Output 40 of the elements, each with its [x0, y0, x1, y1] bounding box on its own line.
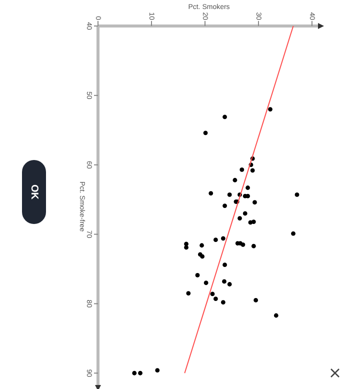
point: [232, 178, 238, 182]
point: [227, 282, 232, 286]
point: [213, 238, 218, 242]
point: [184, 242, 188, 246]
point: [291, 231, 296, 236]
point: [251, 244, 256, 248]
point: [138, 370, 142, 376]
point: [200, 243, 204, 248]
point: [294, 192, 300, 197]
point: [254, 298, 258, 302]
point: [246, 194, 250, 198]
point: [184, 245, 188, 250]
point: [238, 216, 242, 220]
point: [246, 186, 250, 190]
point: [195, 273, 200, 278]
point: [220, 236, 226, 241]
point: [252, 200, 257, 205]
point: [251, 220, 256, 224]
point: [242, 211, 248, 216]
point: [222, 262, 227, 268]
point: [210, 292, 215, 296]
point: [222, 114, 227, 120]
ok-button: OK: [22, 160, 46, 224]
point: [155, 368, 160, 373]
point: [240, 168, 244, 172]
point: [222, 204, 227, 208]
point: [250, 168, 255, 173]
point: [227, 192, 232, 197]
point: [132, 370, 137, 376]
point: [222, 279, 226, 284]
point: [203, 130, 208, 136]
point: [200, 254, 205, 259]
point: [274, 313, 278, 318]
point: [268, 107, 272, 112]
point: [186, 291, 191, 296]
point: [213, 296, 218, 302]
point: [240, 242, 246, 247]
point: [204, 280, 208, 286]
point: [220, 300, 226, 305]
point: [208, 191, 214, 196]
